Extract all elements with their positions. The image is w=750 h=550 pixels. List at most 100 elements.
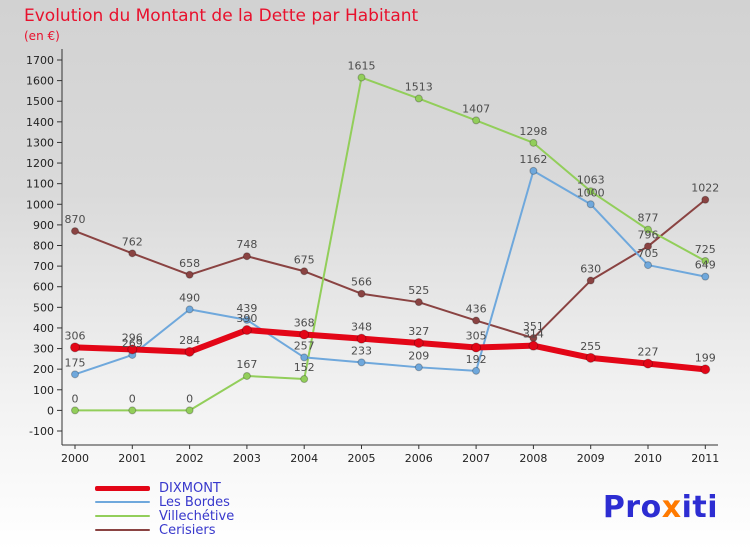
data-point-cerisiers	[185, 270, 194, 279]
value-label-villech-tive: 725	[695, 243, 716, 256]
y-axis-label: 900	[33, 219, 54, 232]
y-axis-label: 0	[47, 404, 54, 417]
value-label-villech-tive: 877	[638, 212, 659, 225]
x-axis-label: 2007	[462, 452, 490, 465]
data-point-cerisiers	[701, 195, 710, 204]
value-label-cerisiers: 351	[523, 320, 544, 333]
data-point-les-bordes	[529, 166, 538, 175]
x-axis-label: 2001	[118, 452, 146, 465]
data-point-dixmont	[471, 342, 482, 353]
data-point-dixmont	[585, 352, 596, 363]
value-label-dixmont: 314	[523, 328, 544, 341]
value-label-dixmont: 306	[65, 329, 86, 342]
value-label-cerisiers: 675	[294, 253, 315, 266]
chart-title: Evolution du Montant de la Dette par Hab…	[24, 6, 419, 26]
proxiti-logo: Proxiti	[603, 490, 718, 525]
y-axis-label: 600	[33, 281, 54, 294]
value-label-les-bordes: 233	[351, 344, 372, 357]
x-axis-label: 2004	[290, 452, 318, 465]
data-point-villech-tive	[414, 94, 423, 103]
data-point-dixmont	[528, 340, 539, 351]
data-point-les-bordes	[71, 370, 79, 379]
value-label-cerisiers: 762	[122, 235, 143, 248]
legend-label-cerisiers: Cerisiers	[159, 522, 216, 538]
legend-swatch-les-bordes	[95, 501, 150, 503]
y-axis-label: -100	[29, 425, 54, 438]
chart-legend: DIXMONT Les Bordes Villechétive Cerisiers	[95, 481, 234, 537]
data-point-cerisiers	[128, 249, 137, 258]
y-axis-label: 1100	[26, 178, 54, 191]
data-point-les-bordes	[414, 363, 423, 372]
value-label-cerisiers: 525	[408, 284, 429, 297]
data-point-villech-tive	[300, 375, 309, 384]
value-label-les-bordes: 175	[65, 356, 86, 369]
value-label-les-bordes: 439	[236, 302, 257, 315]
data-point-dixmont	[700, 364, 711, 375]
value-label-cerisiers: 566	[351, 276, 372, 289]
value-label-cerisiers: 658	[179, 257, 200, 270]
y-axis-label: 200	[33, 363, 54, 376]
series-line-cerisiers	[74, 198, 707, 340]
y-axis-label: 1400	[26, 116, 54, 129]
legend-item-les-bordes: Les Bordes	[95, 495, 234, 509]
legend-label-les-bordes: Les Bordes	[159, 494, 230, 510]
value-label-dixmont: 227	[638, 346, 659, 359]
y-axis-label: 400	[33, 322, 54, 335]
x-axis-label: 2005	[348, 452, 376, 465]
data-point-dixmont	[413, 337, 424, 348]
value-label-villech-tive: 1615	[348, 60, 376, 73]
value-label-villech-tive: 1063	[577, 173, 605, 186]
series-line-dixmont	[72, 327, 709, 373]
value-label-dixmont: 368	[294, 317, 315, 330]
data-point-villech-tive	[71, 406, 79, 415]
data-point-villech-tive	[242, 371, 251, 380]
legend-swatch-dixmont	[95, 485, 150, 491]
data-point-villech-tive	[529, 138, 538, 147]
value-label-les-bordes: 1000	[577, 186, 605, 199]
value-label-cerisiers: 630	[580, 263, 601, 276]
value-label-cerisiers: 870	[65, 213, 86, 226]
data-point-villech-tive	[357, 73, 366, 82]
data-point-dixmont	[643, 358, 653, 369]
value-label-villech-tive: 1407	[462, 102, 490, 115]
legend-item-dixmont: DIXMONT	[95, 481, 234, 495]
x-axis-label: 2003	[233, 452, 261, 465]
y-axis-label: 1000	[26, 198, 54, 211]
data-point-cerisiers	[414, 298, 423, 307]
data-point-cerisiers	[300, 267, 309, 276]
data-point-villech-tive	[586, 187, 595, 196]
x-axis-label: 2010	[634, 452, 662, 465]
y-axis-label: 300	[33, 343, 54, 356]
y-axis-label: 1600	[26, 75, 54, 88]
value-label-villech-tive: 1298	[519, 125, 547, 138]
data-point-villech-tive	[472, 116, 481, 125]
x-axis-label: 2008	[519, 452, 547, 465]
data-point-les-bordes	[185, 305, 194, 314]
value-label-les-bordes: 209	[408, 349, 429, 362]
value-label-villech-tive: 1513	[405, 81, 433, 94]
x-axis-label: 2006	[405, 452, 433, 465]
data-point-cerisiers	[357, 289, 366, 298]
data-point-villech-tive	[701, 256, 710, 265]
data-point-les-bordes	[701, 272, 710, 281]
legend-swatch-cerisiers	[95, 529, 150, 531]
data-point-dixmont	[299, 329, 310, 340]
data-point-les-bordes	[242, 315, 251, 324]
logo-part-iti: iti	[681, 490, 718, 525]
value-label-dixmont: 255	[580, 340, 601, 353]
x-axis-label: 2002	[176, 452, 204, 465]
data-point-dixmont	[70, 342, 80, 353]
legend-label-dixmont: DIXMONT	[159, 480, 221, 496]
y-axis-label: 500	[33, 301, 54, 314]
data-point-cerisiers	[644, 242, 652, 251]
value-label-dixmont: 199	[695, 351, 716, 364]
y-axis-label: 800	[33, 240, 54, 253]
value-label-dixmont: 348	[351, 321, 372, 334]
value-label-les-bordes: 192	[466, 353, 487, 366]
y-axis-label: 700	[33, 260, 54, 273]
data-point-les-bordes	[586, 200, 595, 209]
line-chart: 1700160015001400130012001100100090080070…	[26, 49, 719, 465]
series-line-villech-tive	[74, 76, 707, 412]
value-label-cerisiers: 796	[638, 228, 659, 241]
